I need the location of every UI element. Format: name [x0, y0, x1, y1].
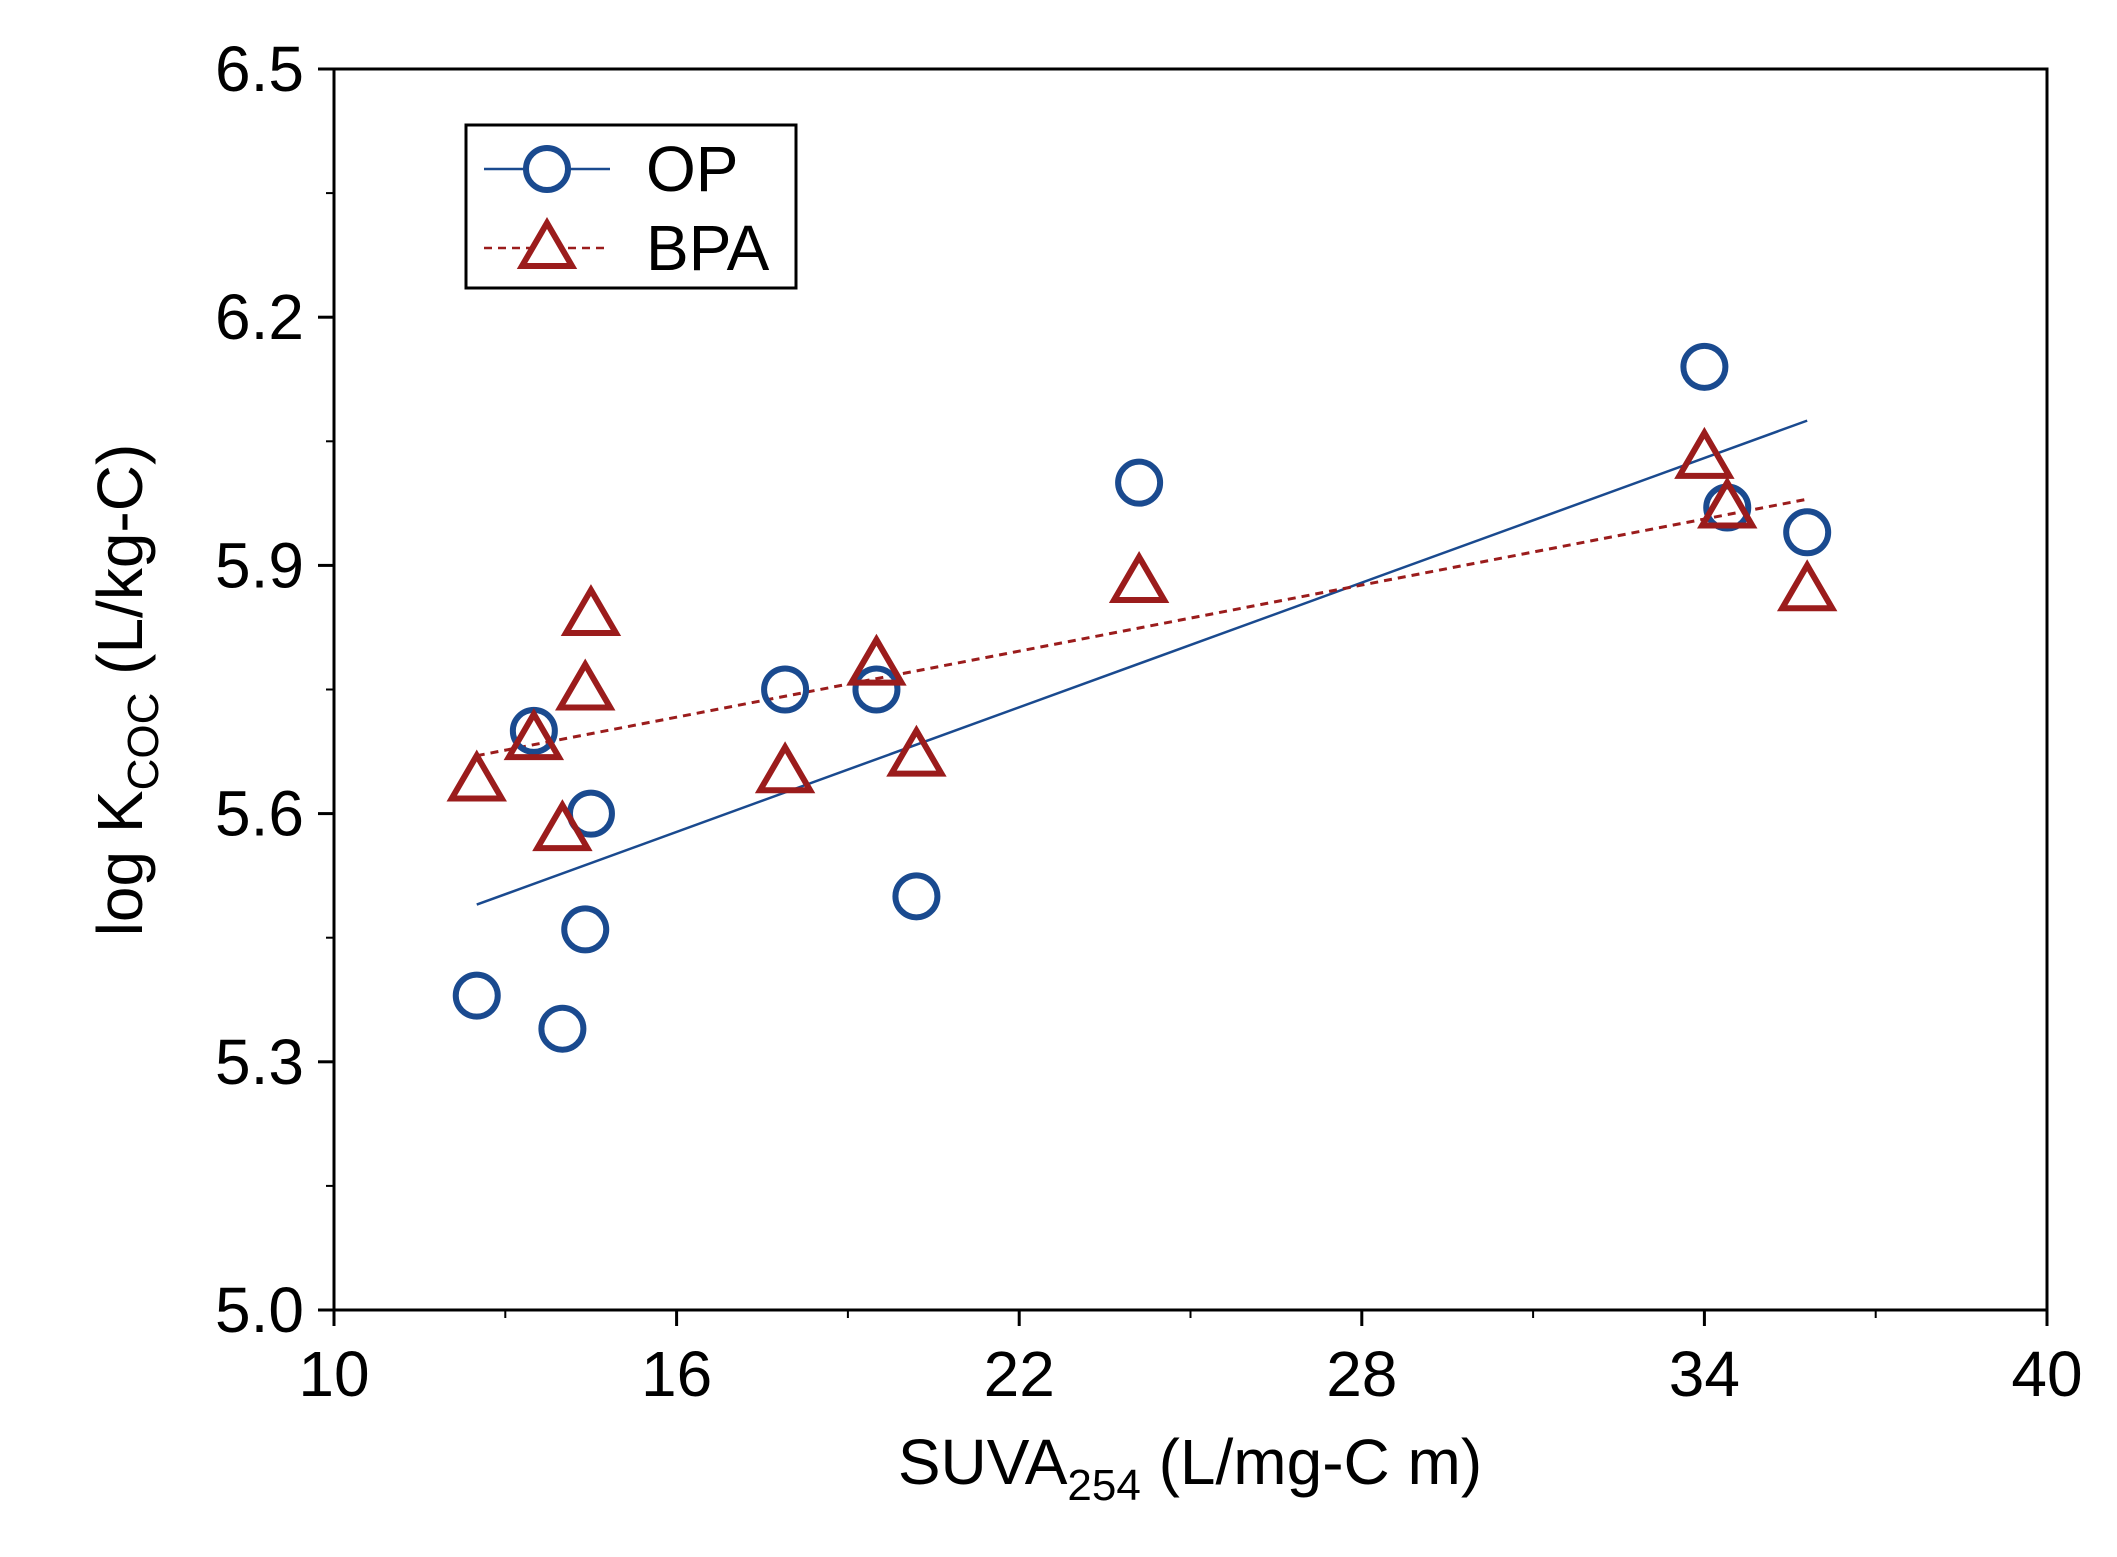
y-axis-ticks: 5.0 5.3 5.6 5.9 6.2 6.5	[215, 33, 334, 1346]
fit-line-op	[476, 419, 1808, 906]
legend-op-marker	[523, 145, 571, 193]
data-point-op	[452, 971, 501, 1020]
x-axis-title: SUVA254 (L/mg-C m)	[898, 1426, 1482, 1510]
x-tick-label: 28	[1326, 1338, 1397, 1410]
data-point-bpa	[886, 724, 947, 777]
data-point-bpa	[555, 658, 616, 711]
y-tick-label: 5.0	[215, 1274, 304, 1346]
legend-op-label: OP	[646, 133, 738, 205]
data-point-op	[538, 1004, 587, 1053]
data-point-bpa	[1674, 426, 1735, 479]
x-tick-label: 34	[1669, 1338, 1740, 1410]
regression-lines	[476, 419, 1808, 906]
data-point-op	[852, 665, 901, 714]
x-tick-label: 10	[298, 1338, 369, 1410]
data-point-op	[761, 665, 810, 714]
data-point-bpa	[446, 749, 507, 802]
data-markers	[446, 342, 1838, 1053]
x-axis-ticks: 10 16 22 28 34 40	[298, 1310, 2083, 1410]
data-point-bpa	[1697, 476, 1758, 529]
x-tick-label: 22	[984, 1338, 1055, 1410]
data-point-bpa	[1108, 550, 1170, 603]
legend-bpa-marker	[516, 217, 578, 269]
data-point-bpa	[754, 741, 816, 794]
fit-line-bpa	[476, 497, 1808, 758]
y-tick-label: 5.6	[215, 778, 304, 850]
x-tick-label: 16	[641, 1338, 712, 1410]
data-point-bpa	[1776, 559, 1838, 612]
data-point-op	[892, 872, 941, 921]
data-point-op	[1115, 458, 1164, 507]
legend-box	[464, 123, 798, 290]
legend: OP BPA	[464, 123, 798, 290]
y-tick-label: 5.3	[215, 1026, 304, 1098]
data-point-op	[1680, 342, 1729, 391]
data-point-bpa	[532, 799, 593, 852]
y-tick-label: 5.9	[215, 529, 304, 601]
y-tick-label: 6.2	[215, 281, 304, 353]
data-point-op	[561, 905, 610, 954]
data-point-bpa	[503, 708, 565, 761]
x-tick-label: 40	[2011, 1338, 2082, 1410]
y-axis-title: log KCOC (L/kg-C)	[84, 444, 168, 937]
data-point-bpa	[560, 584, 622, 637]
data-point-bpa	[846, 633, 907, 686]
legend-bpa-label: BPA	[646, 212, 770, 284]
y-tick-label: 6.5	[215, 33, 304, 105]
data-point-op	[1783, 508, 1832, 557]
